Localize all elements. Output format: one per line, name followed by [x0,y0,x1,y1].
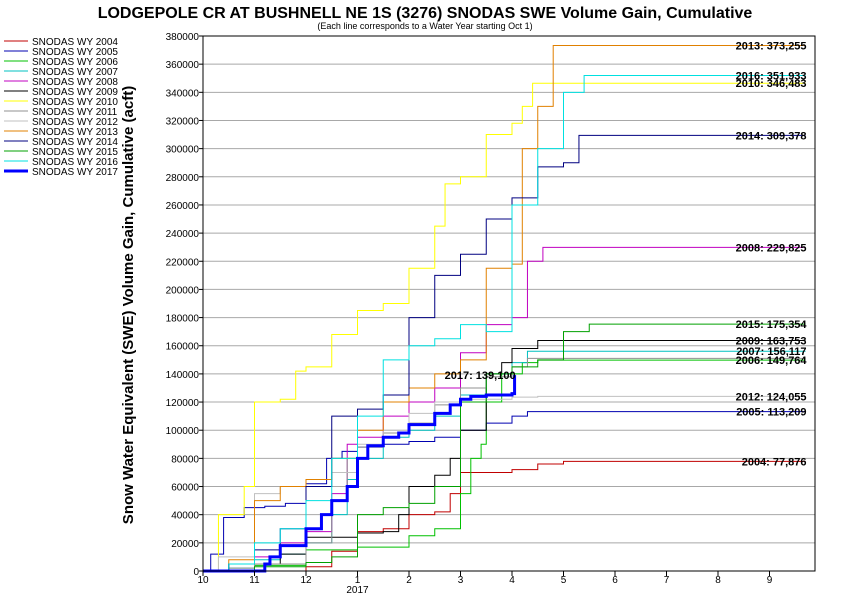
x-tick-label: 6 [612,575,618,586]
series-line-snodas-wy-2004 [203,460,806,572]
series-end-label: 2007: 156,117 [736,346,806,358]
series-line-snodas-wy-2008 [203,246,806,572]
y-tick-label: 300000 [166,145,200,156]
x-tick-label: 9 [767,575,773,586]
legend-item-label: SNODAS WY 2006 [32,57,118,68]
legend-item-label: SNODAS WY 2010 [32,97,118,108]
y-tick-label: 80000 [171,454,199,465]
legend-item-label: SNODAS WY 2011 [32,107,118,118]
y-tick-label: 180000 [166,314,200,325]
series-end-label: 2004: 77,876 [742,456,807,468]
series-end-label: 2006: 149,764 [736,355,808,367]
legend-item-label: SNODAS WY 2014 [32,137,118,148]
legend-item-label: SNODAS WY 2008 [32,77,118,88]
legend-item-label: SNODAS WY 2017 [32,167,118,178]
series-line-snodas-wy-2009 [203,339,806,572]
x-tick-label: 3 [458,575,464,586]
y-tick-label: 240000 [166,229,200,240]
series-end-label: 2014: 309,378 [736,130,807,142]
series-end-label: 2016: 351,933 [736,71,807,83]
series-line-snodas-wy-2014 [203,134,806,572]
y-tick-label: 140000 [166,370,200,381]
y-tick-label: 120000 [166,398,200,409]
series-end-label: 2009: 163,753 [736,335,807,347]
y-tick-label: 200000 [166,285,200,296]
y-tick-label: 220000 [166,257,200,268]
legend-item-label: SNODAS WY 2005 [32,47,118,58]
series-line-snodas-wy-2011 [203,357,806,572]
x-tick-label: 10 [197,575,209,586]
series-end-label: 2012: 124,055 [736,391,807,403]
axes: 0 20000 40000 60000 80000 100000 120000 140000 1… [166,32,816,596]
y-tick-label: 260000 [166,201,200,212]
y-tick-label: 340000 [166,88,200,99]
plot-area [203,44,806,573]
series-line-snodas-wy-2017 [203,375,517,573]
y-tick-label: 0 [193,567,199,578]
x-tick-label: 1 [355,575,361,586]
series-line-snodas-wy-2016 [203,75,806,572]
gridlines [203,35,815,572]
x-tick-label: 11 [249,575,260,586]
legend-item-label: SNODAS WY 2007 [32,67,118,78]
legend-item-label: SNODAS WY 2009 [32,87,118,98]
x-tick-label: 7 [664,575,670,586]
y-axis-label: Snow Water Equivalent (SWE) Volume Gain,… [120,86,137,524]
y-tick-label: 380000 [166,32,200,43]
series-end-label: 2010: 346,483 [736,78,807,90]
y-tick-label: 60000 [171,483,199,494]
chart-subtitle: (Each line corresponds to a Water Year s… [317,21,532,31]
legend-item-label: SNODAS WY 2013 [32,127,118,138]
y-tick-label: 100000 [166,426,200,437]
y-tick-label: 280000 [166,173,200,184]
y-tick-label: 20000 [171,539,199,550]
series-line-snodas-wy-2006 [203,359,806,572]
series-end-label: 2008: 229,825 [736,242,807,254]
series-line-snodas-wy-2013 [203,44,806,572]
series-end-label: 2013: 373,255 [736,40,807,52]
series-line-snodas-wy-2010 [203,82,806,572]
y-tick-label: 360000 [166,60,200,71]
x-tick-label: 8 [715,575,721,586]
legend-item-label: SNODAS WY 2012 [32,117,118,128]
x-tick-label: 5 [561,575,567,586]
plot-frame [202,35,816,572]
series-line-snodas-wy-2015 [203,323,806,572]
y-tick-label: 320000 [166,116,200,127]
x-tick-label: 12 [300,575,312,586]
x-tick-label: 2 [406,575,412,586]
chart-title: LODGEPOLE CR AT BUSHNELL NE 1S (3276) SN… [98,5,753,22]
legend-item-label: SNODAS WY 2016 [32,157,118,168]
y-tick-label: 160000 [166,342,200,353]
x-year-label: 2017 [346,585,369,596]
x-tick-label: 4 [509,575,515,586]
legend-item-label: SNODAS WY 2004 [32,37,118,48]
legend-item-label: SNODAS WY 2015 [32,147,118,158]
series-end-label: 2017: 139,100 [445,370,516,382]
series-end-label: 2015: 175,354 [736,319,808,331]
series-end-label: 2005: 113,209 [736,407,806,419]
y-tick-label: 40000 [171,511,199,522]
